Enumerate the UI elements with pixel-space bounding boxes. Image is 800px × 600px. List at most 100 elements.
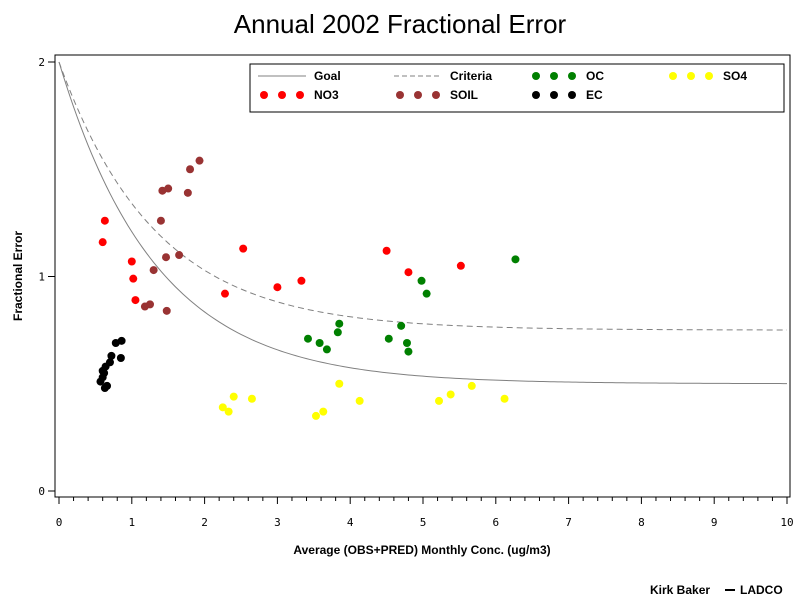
oc-point xyxy=(422,289,431,298)
no3-point xyxy=(127,257,136,266)
footer-credit: Kirk Baker LADCO xyxy=(650,583,783,597)
legend-entry-criteria: Criteria xyxy=(394,69,492,83)
ec-point xyxy=(116,354,125,363)
y-tick-label: 0 xyxy=(38,485,45,498)
x-tick-label: 9 xyxy=(711,516,718,529)
y-axis: 0 1 2 xyxy=(38,56,55,498)
legend-swatch xyxy=(687,72,695,80)
legend-entry-soil: SOIL xyxy=(396,88,478,102)
so4-point xyxy=(247,394,256,403)
legend-swatch xyxy=(550,91,558,99)
so4-point xyxy=(224,407,233,416)
oc-point xyxy=(404,347,413,356)
ec-point xyxy=(100,384,109,393)
soil-point xyxy=(149,266,158,275)
legend-swatch xyxy=(260,91,268,99)
legend-label: Criteria xyxy=(450,69,492,83)
x-tick-label: 7 xyxy=(565,516,572,529)
soil-point xyxy=(162,253,171,262)
oc-point xyxy=(333,328,342,337)
oc-point xyxy=(322,345,331,354)
so4-point xyxy=(500,394,509,403)
x-axis-label: Average (OBS+PRED) Monthly Conc. (ug/m3) xyxy=(293,543,550,557)
x-tick-label: 8 xyxy=(638,516,645,529)
x-tick-label: 4 xyxy=(347,516,354,529)
legend-box xyxy=(249,63,785,113)
oc-point xyxy=(402,338,411,347)
soil-point xyxy=(156,216,165,225)
legend-swatch xyxy=(568,72,576,80)
y-tick-label: 1 xyxy=(38,271,45,284)
legend-label: SOIL xyxy=(450,88,478,102)
legend-swatch xyxy=(532,91,540,99)
oc-point xyxy=(303,334,312,343)
legend-swatch xyxy=(705,72,713,80)
legend-entry-no3: NO3 xyxy=(260,88,339,102)
oc-point xyxy=(315,338,324,347)
x-tick-label: 5 xyxy=(420,516,427,529)
so4-point xyxy=(446,390,455,399)
reference-curves xyxy=(58,61,788,385)
ec-point xyxy=(98,366,107,375)
y-tick-label: 2 xyxy=(38,56,45,69)
oc-point xyxy=(511,255,520,264)
legend-entry-so4: SO4 xyxy=(669,69,747,83)
series-soil xyxy=(140,156,204,315)
so4-point xyxy=(335,379,344,388)
credit-author: Kirk Baker xyxy=(650,583,710,597)
legend-swatch xyxy=(278,91,286,99)
x-tick-label: 2 xyxy=(201,516,208,529)
oc-point xyxy=(417,276,426,285)
oc-point xyxy=(384,334,393,343)
oc-point xyxy=(397,321,406,330)
so4-point xyxy=(319,407,328,416)
legend-label: SO4 xyxy=(723,69,747,83)
so4-point xyxy=(311,411,320,420)
legend-swatch xyxy=(550,72,558,80)
legend-entry-ec: EC xyxy=(532,88,603,102)
legend-entry-oc: OC xyxy=(532,69,604,83)
so4-point xyxy=(435,396,444,405)
soil-point xyxy=(186,165,195,174)
x-tick-label: 3 xyxy=(274,516,281,529)
x-tick-label: 6 xyxy=(492,516,499,529)
soil-point xyxy=(146,300,154,309)
no3-point xyxy=(220,289,229,298)
legend-swatch xyxy=(568,91,576,99)
no3-point xyxy=(273,283,282,292)
ec-point xyxy=(107,351,116,360)
so4-point xyxy=(355,396,364,405)
legend-label: OC xyxy=(586,69,604,83)
ec-point xyxy=(105,358,114,367)
no3-point xyxy=(382,246,391,255)
chart-title: Annual 2002 Fractional Error xyxy=(234,9,567,39)
no3-point xyxy=(456,261,465,270)
legend: Goal Criteria OC SO4 NO3 SOIL EC xyxy=(249,63,785,113)
legend-entry-goal: Goal xyxy=(258,69,341,83)
series-so4 xyxy=(218,379,509,420)
series-oc xyxy=(303,255,520,356)
legend-label: Goal xyxy=(314,69,341,83)
legend-swatch xyxy=(669,72,677,80)
legend-swatch xyxy=(532,72,540,80)
y-axis-label: Fractional Error xyxy=(11,231,25,321)
series-no3 xyxy=(98,216,465,305)
x-tick-label: 1 xyxy=(128,516,135,529)
no3-point xyxy=(100,216,109,225)
data-points xyxy=(96,156,520,420)
legend-label: EC xyxy=(586,88,603,102)
x-tick-label: 10 xyxy=(780,516,793,529)
legend-label: NO3 xyxy=(314,88,339,102)
legend-swatch xyxy=(414,91,422,99)
no3-point xyxy=(297,276,306,285)
legend-swatch xyxy=(396,91,404,99)
ec-point xyxy=(117,336,126,345)
credit-org: LADCO xyxy=(740,583,783,597)
so4-point xyxy=(218,403,227,412)
so4-point xyxy=(229,392,238,401)
curve-goal xyxy=(58,61,787,385)
oc-point xyxy=(335,319,344,328)
no3-point xyxy=(129,274,138,283)
so4-point xyxy=(467,381,476,390)
